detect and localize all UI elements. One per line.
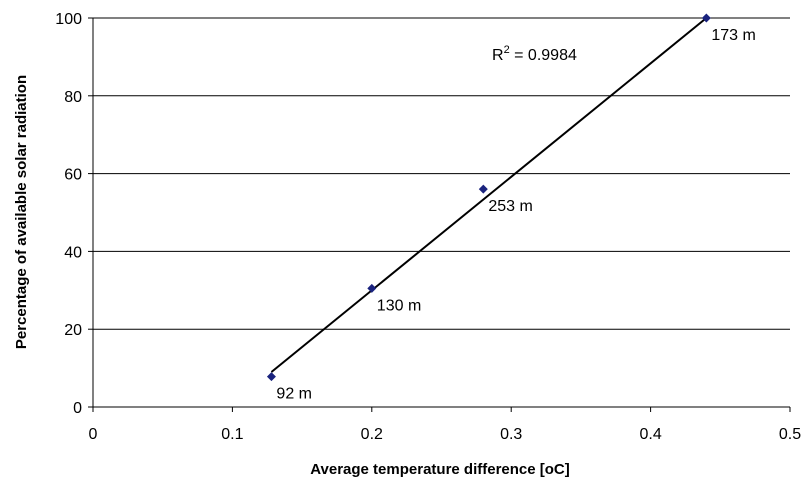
gridlines — [93, 17, 790, 330]
point-label: 173 m — [711, 27, 755, 44]
data-points — [266, 13, 711, 382]
x-tick-label: 0.2 — [361, 426, 383, 443]
data-point — [478, 184, 488, 194]
y-tick-label: 40 — [64, 244, 82, 261]
x-tick-label: 0.3 — [500, 426, 522, 443]
y-tick-label: 100 — [55, 11, 82, 28]
data-point — [367, 283, 377, 293]
point-label: 130 m — [377, 297, 421, 314]
point-labels: 92 m 130 m 253 m 173 m — [276, 27, 755, 403]
point-label: 253 m — [488, 198, 532, 215]
y-tick-label: 60 — [64, 167, 82, 184]
trendline-group — [270, 17, 707, 373]
x-tick-labels: 0 0.1 0.2 0.3 0.4 0.5 — [89, 426, 802, 443]
y-axis-title: Percentage of available solar radiation — [13, 75, 30, 349]
x-tick-label: 0.5 — [779, 426, 801, 443]
r-squared-label: R2 = 0.9984 — [492, 44, 577, 64]
data-point — [701, 13, 711, 23]
x-tick-label: 0.4 — [639, 426, 661, 443]
x-tick-label: 0 — [89, 426, 98, 443]
y-tick-labels: 0 20 40 60 80 100 — [55, 11, 82, 417]
y-tick-label: 20 — [64, 322, 82, 339]
y-tick-label: 80 — [64, 89, 82, 106]
point-label: 92 m — [276, 386, 312, 403]
x-tick-label: 0.1 — [221, 426, 243, 443]
trendline — [270, 17, 707, 373]
data-point — [266, 372, 276, 382]
axes — [88, 17, 791, 412]
y-tick-label: 0 — [73, 400, 82, 417]
x-axis-title: Average temperature difference [oC] — [310, 461, 570, 478]
